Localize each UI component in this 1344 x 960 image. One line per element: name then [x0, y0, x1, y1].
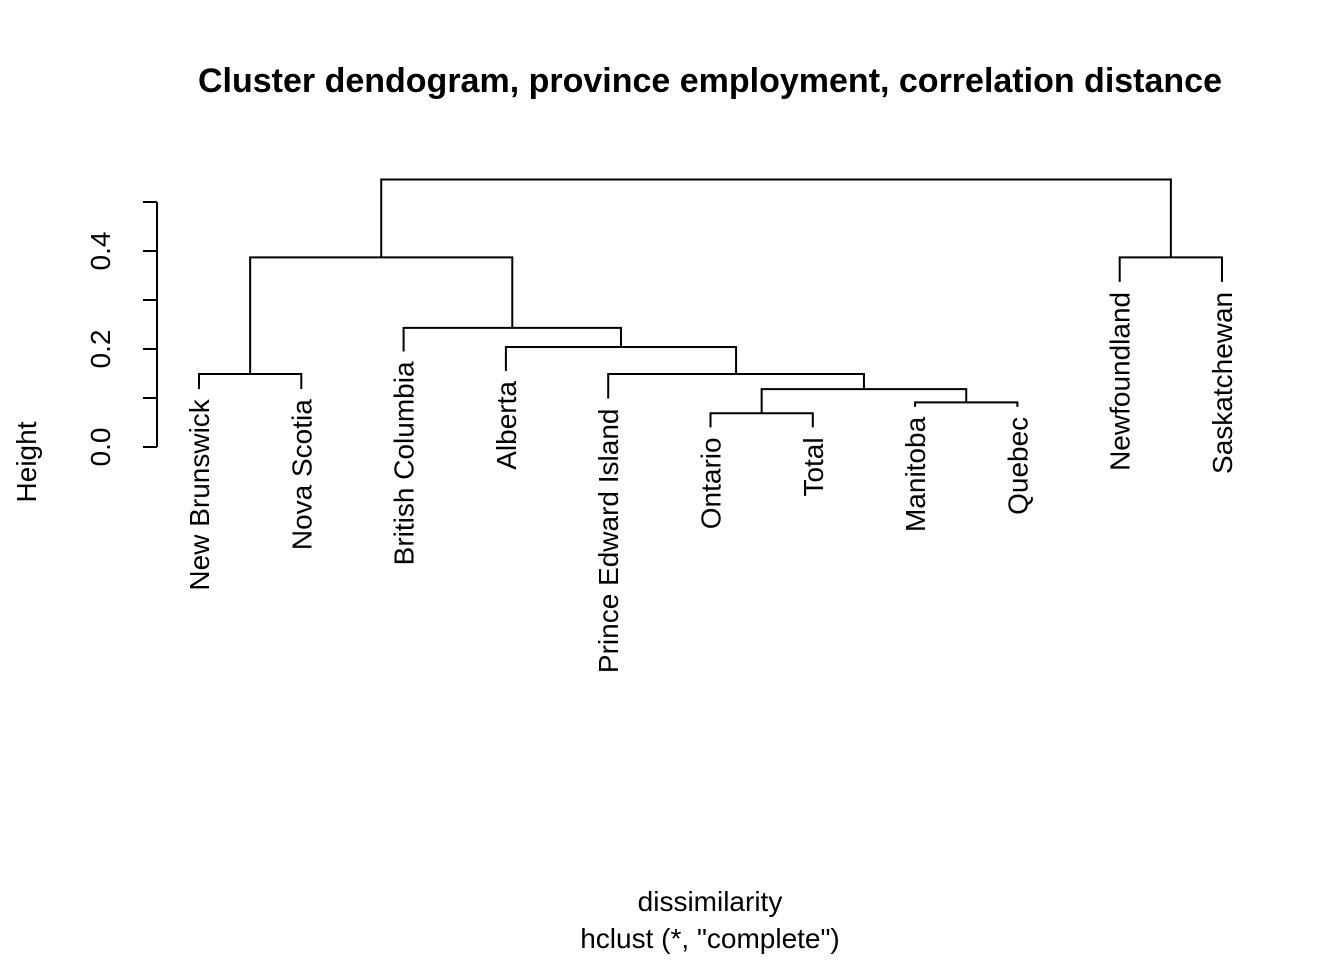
leaf-labels: New Brunswick Nova Scotia British Columbia… [184, 292, 1238, 673]
dendrogram-merge [709, 412, 814, 428]
dendrogram-merge [914, 401, 1019, 407]
y-tick-label: 0.2 [85, 330, 116, 369]
y-ticks [143, 201, 157, 448]
leaf-label: Total [798, 437, 829, 496]
leaf-label: New Brunswick [184, 398, 215, 590]
dendrogram-merge [1118, 256, 1223, 282]
dendrogram-branches [198, 178, 1223, 428]
y-tick-labels: 0.0 0.2 0.4 [85, 232, 116, 467]
x-axis-label: dissimilarity [638, 886, 783, 917]
dendrogram-merge [380, 178, 1172, 258]
leaf-label: Quebec [1002, 417, 1033, 515]
x-axis-subtitle: hclust (*, "complete") [580, 923, 840, 954]
leaf-label: Prince Edward Island [593, 408, 624, 673]
y-axis: 0.0 0.2 0.4 [85, 201, 158, 467]
leaf-label: Saskatchewan [1207, 292, 1238, 474]
leaf-label: Nova Scotia [286, 399, 317, 550]
dendrogram-merge [198, 372, 303, 390]
leaf-label: British Columbia [389, 361, 420, 565]
chart-title: Cluster dendogram, province employment, … [198, 62, 1222, 100]
dendrogram-merge [249, 256, 514, 374]
y-tick-label: 0.0 [85, 428, 116, 467]
dendrogram-merge [504, 346, 738, 374]
leaf-label: Manitoba [900, 416, 931, 532]
dendrogram-merge [760, 388, 968, 414]
leaf-label: Ontario [696, 437, 727, 529]
leaf-label: Newfoundland [1105, 292, 1136, 471]
dendrogram-merge [607, 372, 865, 399]
leaf-label: Alberta [491, 381, 522, 470]
y-axis-label: Height [11, 421, 42, 502]
y-tick-label: 0.4 [85, 232, 116, 271]
